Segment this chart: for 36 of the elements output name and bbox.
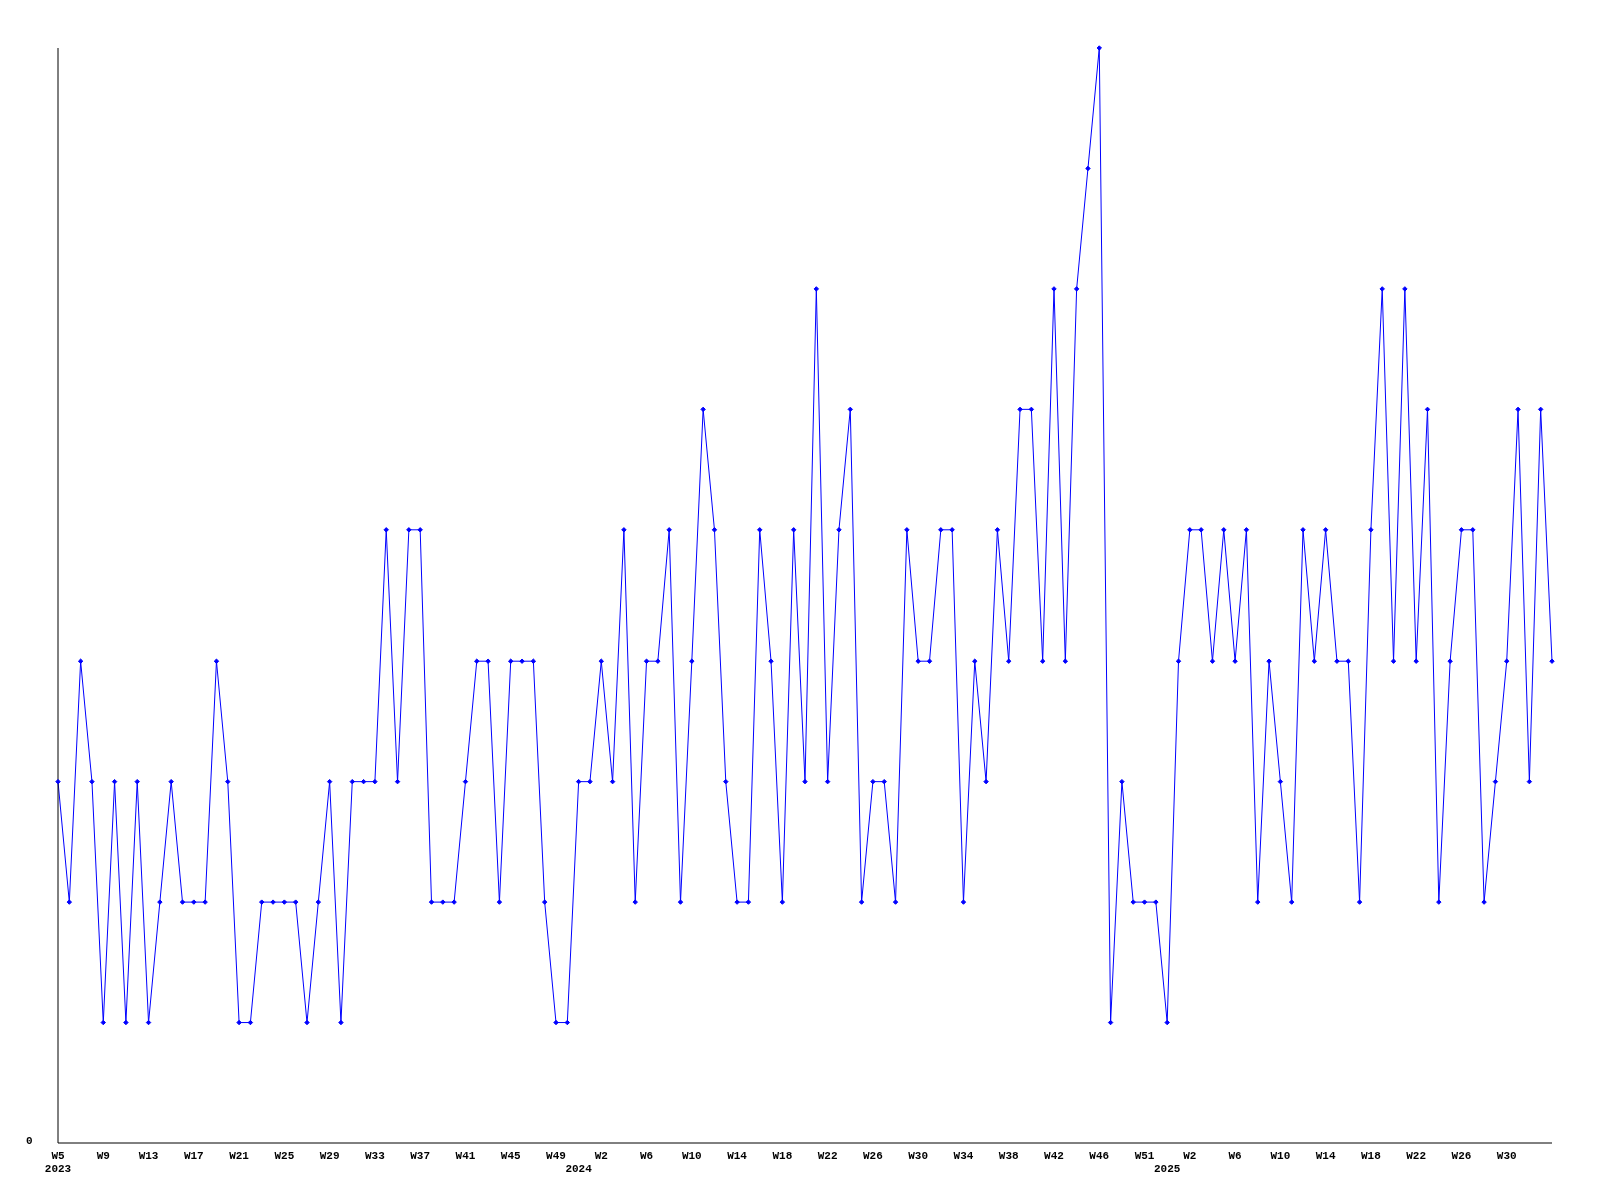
- x-tick-label: W41: [455, 1150, 476, 1162]
- x-tick-label: W42: [1044, 1150, 1064, 1162]
- x-tick-label: W26: [863, 1150, 883, 1162]
- x-tick-label: W49: [546, 1150, 566, 1162]
- x-tick-label: W5 2023: [44, 1150, 72, 1175]
- x-tick-label: W34: [953, 1150, 974, 1162]
- x-tick-label: W29: [319, 1150, 340, 1162]
- x-tick-label: W51: [1134, 1150, 1155, 1162]
- x-tick-label: W21: [229, 1150, 250, 1162]
- x-tick-label: W14: [1315, 1150, 1336, 1162]
- x-tick-label: W46: [1089, 1150, 1110, 1162]
- x-tick-label: W10: [681, 1150, 702, 1162]
- x-tick-label: W38: [998, 1150, 1020, 1162]
- x-tick-label: W6: [639, 1150, 654, 1162]
- x-tick-label: W26: [1451, 1150, 1472, 1162]
- x-tick-label: W14: [727, 1150, 748, 1162]
- x-tick-label: W30: [908, 1150, 929, 1162]
- x-tick-label: W33: [365, 1150, 386, 1162]
- x-tick-label: W22: [817, 1150, 838, 1162]
- x-tick-label: W37: [410, 1150, 431, 1162]
- x-tick-label: W30: [1496, 1150, 1517, 1162]
- x-tick-label: W2: [1183, 1150, 1197, 1162]
- x-tick-label: 2025: [1153, 1163, 1181, 1175]
- text: 0: [26, 1135, 33, 1147]
- x-tick-label: W45: [500, 1150, 522, 1162]
- x-tick-label: W18: [772, 1150, 793, 1162]
- x-tick-label: W18: [1361, 1150, 1382, 1162]
- x-tick-label: W25: [274, 1150, 295, 1162]
- x-tick-label: W13: [138, 1150, 159, 1162]
- x-tick-label: W10: [1270, 1150, 1291, 1162]
- x-tick-label: W6: [1228, 1150, 1242, 1162]
- x-tick-label: W22: [1406, 1150, 1427, 1162]
- x-tick-label: W9: [96, 1150, 110, 1162]
- x-tick-label: W17: [183, 1150, 204, 1162]
- x-tick-label: W2: [594, 1150, 608, 1162]
- x-tick-label: 2024: [565, 1163, 593, 1175]
